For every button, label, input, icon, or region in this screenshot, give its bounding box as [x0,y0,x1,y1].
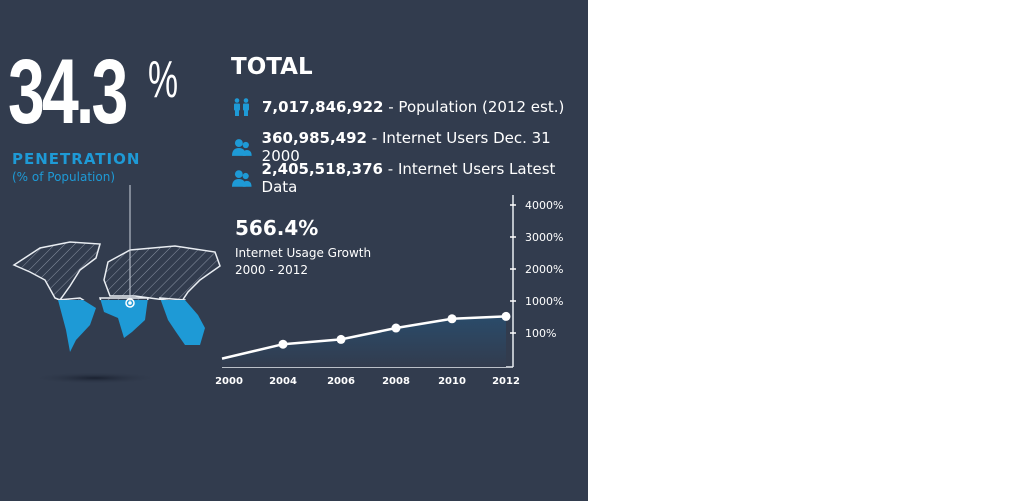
world-map [13,185,221,384]
stat-row-users-latest: 2,405,518,376 - Internet Users Latest Da… [232,160,588,196]
stat-number: 7,017,846,922 [262,98,384,116]
series-line [221,315,507,360]
penetration-sublabel: (% of Population) [12,170,116,184]
data-point [447,314,457,324]
penetration-value: 34.3 [8,41,128,143]
growth-period: 2000 - 2012 [235,263,309,277]
infographic-panel: 34.3 % PENETRATION (% of Population) TOT… [0,0,588,501]
total-title: TOTAL [231,54,313,80]
x-tick-label: 2010 [438,376,466,387]
growth-caption: Internet Usage Growth 2000 - 2012 [235,245,371,279]
stat-number: 2,405,518,376 [261,160,383,178]
growth-chart: 100% 1000% 2000% 3000% 4000% 2000 2004 2006 2008… [215,195,563,387]
y-tick-label: 100% [525,327,556,340]
data-point [501,311,511,321]
y-tick-label: 3000% [525,231,563,244]
stat-text: - Population (2012 est.) [388,98,565,116]
users-icon [232,170,252,187]
data-point [336,334,346,344]
y-tick-label: 4000% [525,199,563,212]
data-point [391,323,401,333]
stat-text: - Internet Users Dec. 31 2000 [261,129,551,165]
users-icon [232,139,252,156]
people-standing-icon [234,98,249,116]
x-tick-label: 2012 [492,376,520,387]
penetration-unit: % [148,51,179,109]
growth-value: 566.4% [235,216,319,240]
y-tick-label: 1000% [525,295,563,308]
x-tick-label: 2006 [327,376,355,387]
x-tick-label: 2000 [215,376,243,387]
penetration-label: PENETRATION [12,150,141,168]
growth-label: Internet Usage Growth [235,246,372,260]
stat-number: 360,985,492 [261,129,367,147]
stat-row-users-2000: 360,985,492 - Internet Users Dec. 31 200… [232,129,588,165]
x-tick-label: 2004 [269,376,297,387]
stat-text: - Internet Users Latest Data [261,160,556,196]
data-point [278,339,288,349]
x-tick-label: 2008 [382,376,410,387]
y-tick-label: 2000% [525,263,563,276]
area-fill [222,316,506,367]
stat-row-population: 7,017,846,922 - Population (2012 est.) [232,98,564,116]
